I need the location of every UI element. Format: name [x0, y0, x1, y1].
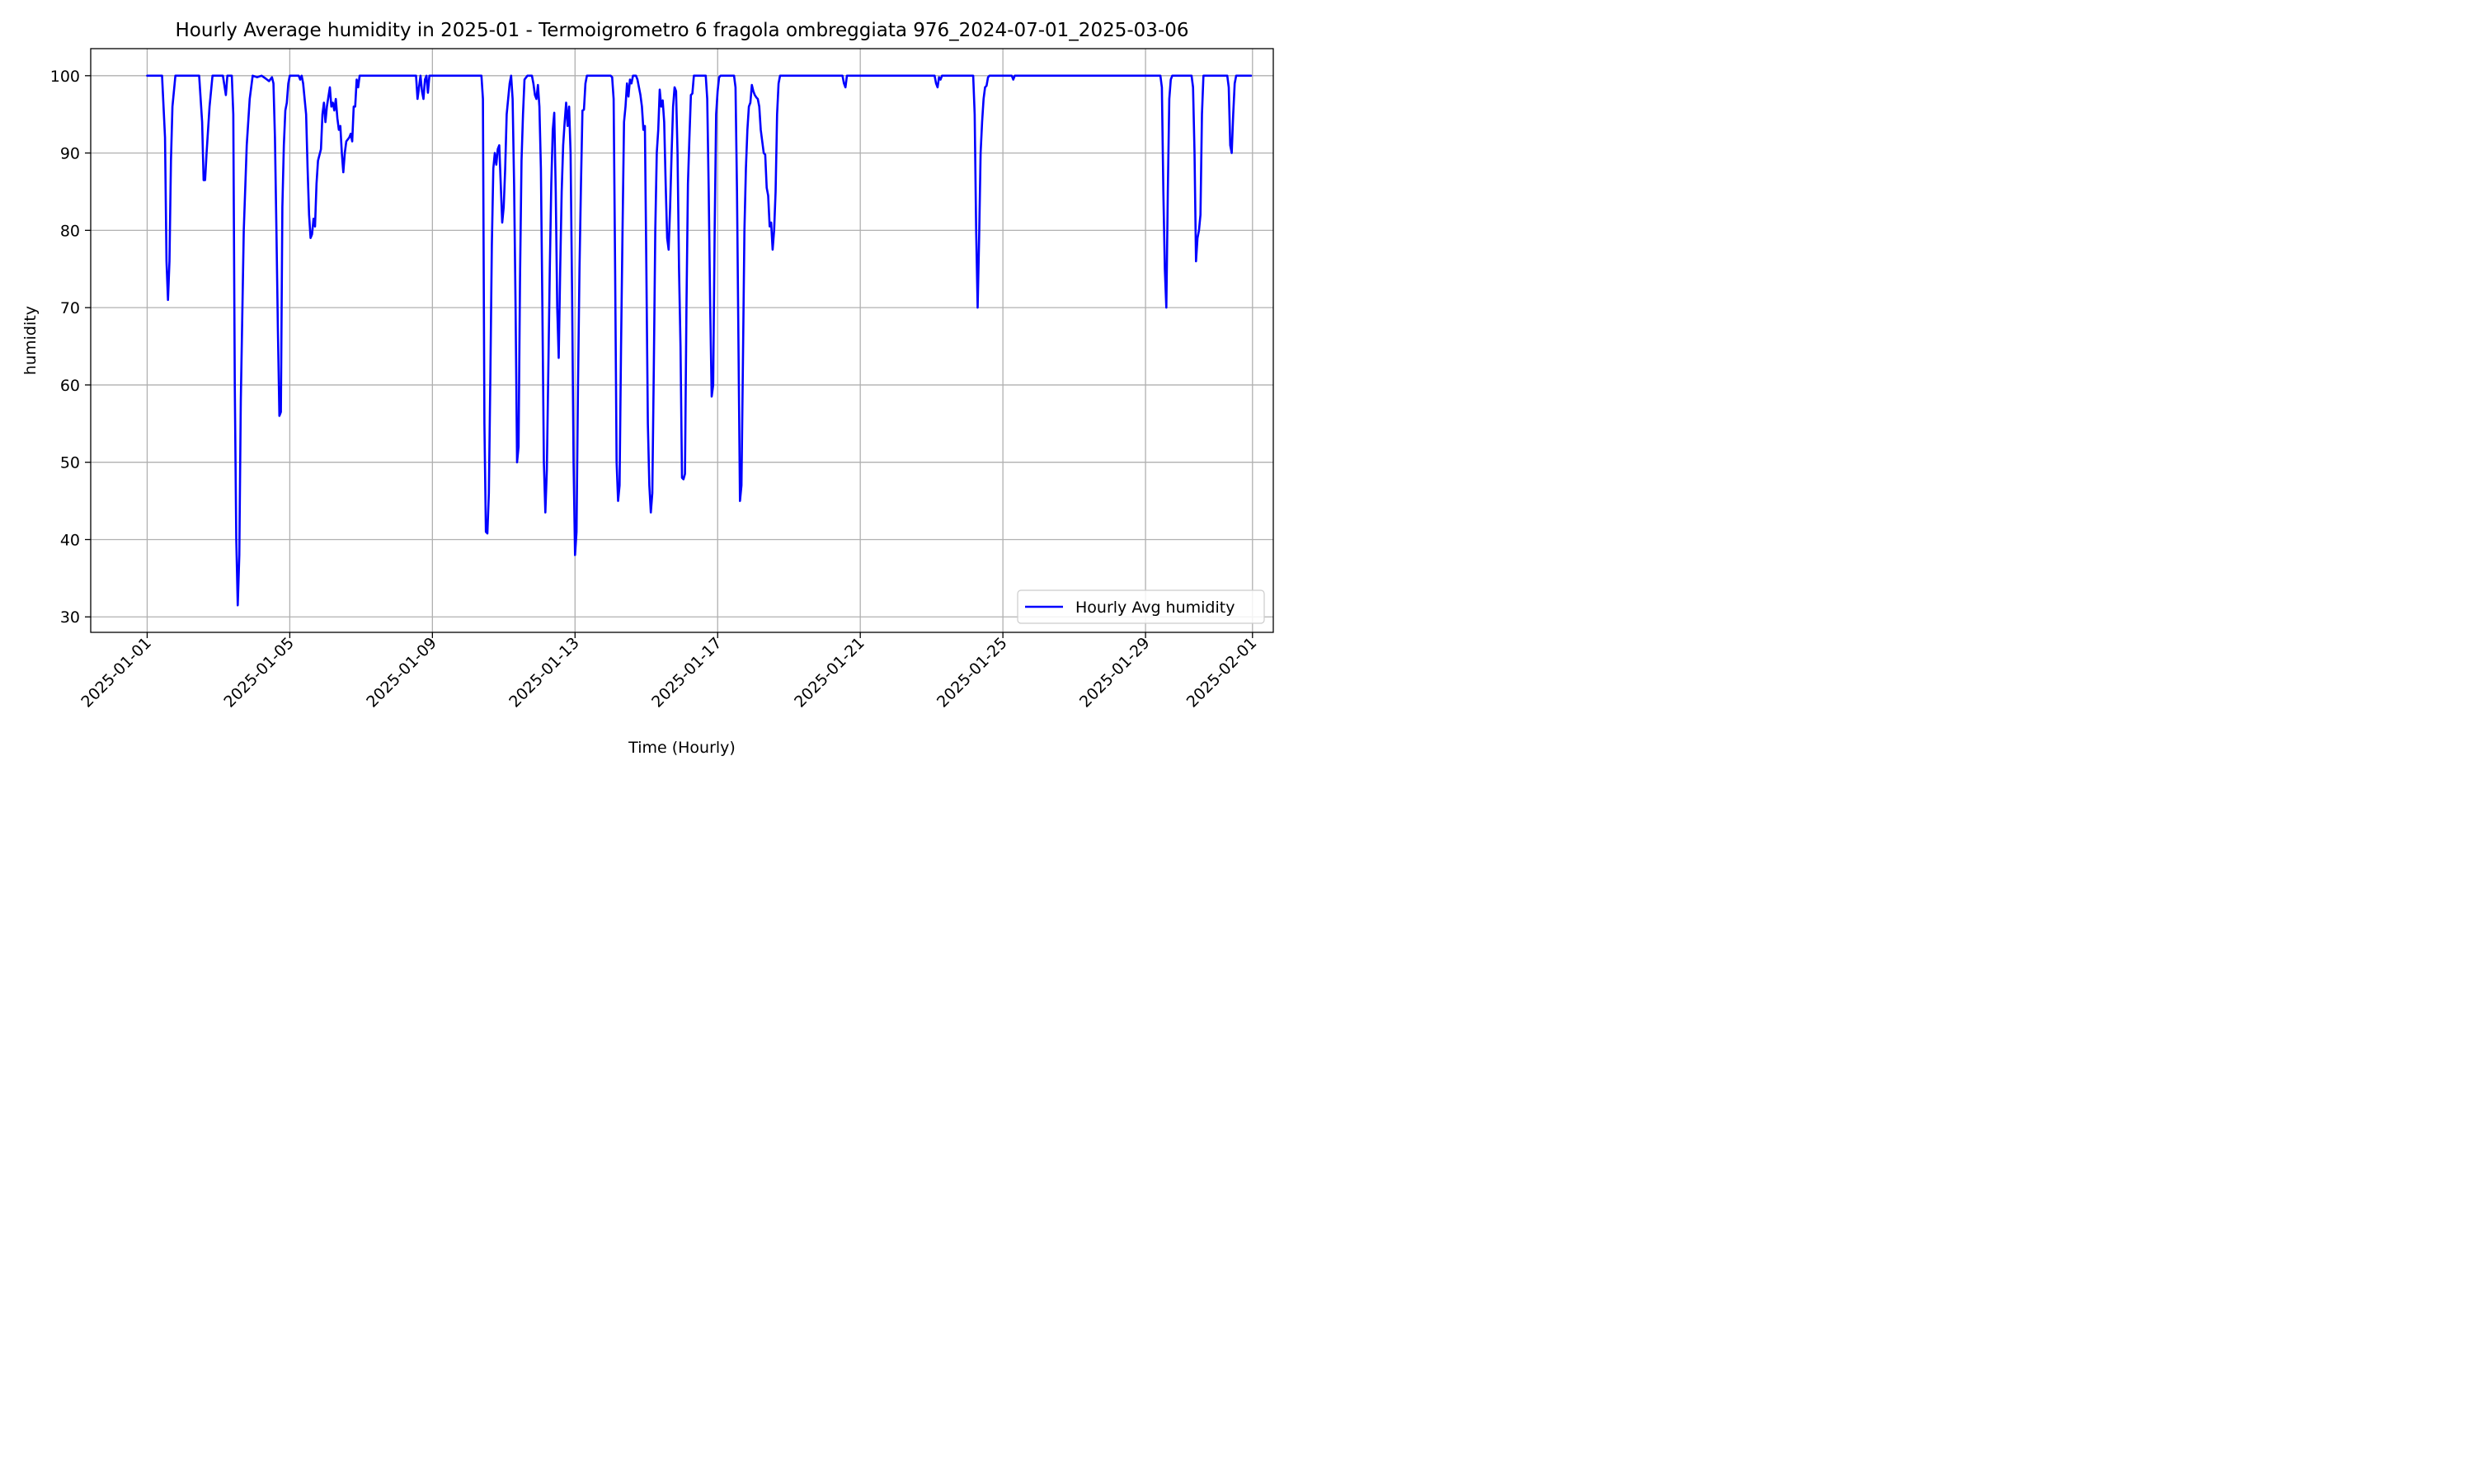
- y-tick-label: 70: [60, 299, 80, 317]
- legend-box: [1017, 589, 1265, 624]
- y-axis-ticks: 30 40 50 60 70 80 90 100: [50, 68, 91, 627]
- x-axis-label: Time (Hourly): [628, 739, 736, 757]
- humidity-line-chart: Hourly Average humidity in 2025-01 - Ter…: [0, 0, 1286, 772]
- chart-title: Hourly Average humidity in 2025-01 - Ter…: [176, 20, 1189, 41]
- legend-label-hourly-avg-humidity: Hourly Avg humidity: [1075, 599, 1235, 617]
- series-layer: [146, 74, 1253, 607]
- y-tick-label: 80: [60, 222, 80, 240]
- y-tick-label: 90: [60, 145, 80, 163]
- y-tick-label: 50: [60, 454, 80, 472]
- y-tick-label: 60: [60, 377, 80, 395]
- y-tick-label: 100: [50, 68, 80, 86]
- y-axis-label: humidity: [21, 306, 40, 375]
- series-line-hourly-avg-humidity: [146, 74, 1253, 607]
- y-tick-label: 40: [60, 531, 80, 549]
- y-tick-label: 30: [60, 608, 80, 627]
- plot-area-frame: [90, 48, 1274, 633]
- legend: Hourly Avg humidity: [1017, 589, 1265, 624]
